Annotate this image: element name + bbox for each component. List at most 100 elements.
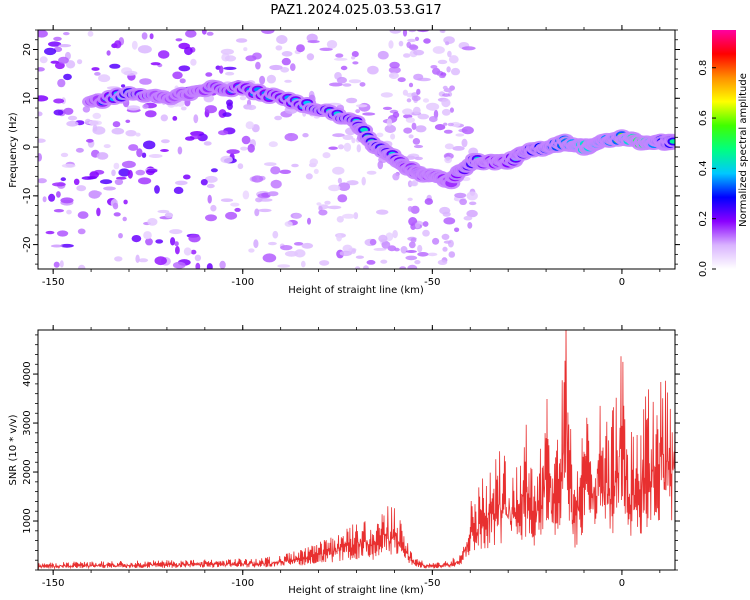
spectrogram-noise-cell [109, 63, 121, 69]
spectrogram-noise-cell [281, 51, 293, 57]
spectrogram-noise-cell [241, 135, 251, 145]
x-tick-label: -150 [42, 578, 65, 589]
spectrogram-noise-cell [234, 207, 241, 212]
spectrogram-noise-cell [38, 153, 42, 162]
spectrogram-noise-cell [423, 38, 431, 44]
snr-series-line [38, 330, 675, 570]
spectrogram-noise-cell [413, 144, 424, 149]
spectrogram-noise-cell [179, 78, 186, 84]
spectrogram-noise-cell [427, 252, 438, 257]
spectrogram-noise-cell [386, 118, 393, 127]
spectrogram-noise-cell [136, 148, 143, 158]
spectrogram-noise-cell [92, 191, 102, 196]
spectrogram-noise-cell [78, 264, 86, 269]
x-tick-label: -50 [424, 277, 440, 288]
spectrogram-noise-cell [118, 233, 123, 239]
spectrogram-noise-cell [204, 175, 218, 183]
spectrogram-noise-cell [392, 111, 400, 118]
spectrogram-noise-cell [353, 212, 359, 220]
spectrogram-noise-cell [291, 163, 299, 168]
spectrogram-noise-cell [424, 198, 433, 205]
spectrogram-noise-cell [274, 115, 282, 121]
spectrogram-noise-cell [446, 66, 451, 73]
spectrogram-noise-cell [175, 38, 183, 42]
spectrogram-noise-cell [53, 209, 64, 213]
spectrogram-noise-cell [180, 106, 187, 111]
spectrogram-noise-cell [137, 45, 152, 54]
spectrogram-noise-cell [442, 211, 451, 217]
spectrogram-noise-cell [103, 186, 116, 191]
spectrogram-noise-cell [203, 141, 212, 146]
y-tick-label: -20 [22, 236, 33, 252]
spectrogram-noise-cell [366, 170, 377, 175]
spectrogram-noise-cell [60, 177, 66, 182]
spectrogram-noise-cell [439, 74, 446, 79]
colorbar-tick-label: 0.6 [698, 110, 709, 126]
spectrogram-noise-cell [114, 40, 122, 49]
spectrogram-noise-cell [416, 88, 421, 95]
spectrogram-noise-cell [466, 209, 478, 218]
spectrogram-noise-cell [392, 230, 398, 239]
spectrogram-noise-cell [405, 250, 417, 253]
spectrogram-noise-cell [96, 152, 109, 160]
spectrogram-noise-cell [413, 73, 424, 81]
spectrogram-noise-cell [342, 83, 352, 87]
spectrogram-noise-cell [58, 44, 72, 48]
spectrogram-noise-cell [190, 249, 197, 255]
spectrogram-noise-cell [39, 56, 48, 64]
spectrogram-noise-cell [76, 185, 87, 192]
spectrogram-noise-cell [292, 213, 302, 219]
spectrogram-noise-cell [96, 207, 101, 217]
spectrogram-noise-cell [305, 173, 313, 180]
spectrogram-noise-cell [417, 113, 430, 120]
spectrogram-noise-cell [443, 36, 455, 44]
spectrogram-noise-cell [318, 209, 328, 216]
spectrogram-noise-cell [319, 260, 330, 266]
spectrogram-noise-cell [60, 152, 69, 158]
spectrogram-noise-cell [380, 92, 393, 98]
spectrogram-noise-cell [55, 62, 65, 70]
spectrogram-noise-cell [336, 216, 344, 223]
spectrogram-noise-cell [296, 44, 305, 53]
spectrogram-noise-cell [139, 78, 152, 85]
spectrogram-noise-cell [160, 114, 168, 122]
spectrogram-noise-cell [94, 72, 101, 76]
spectrogram-noise-cell [359, 82, 366, 87]
spectrogram-noise-cell [414, 260, 421, 265]
x-tick-label: -100 [231, 578, 254, 589]
spectrogram-noise-cell [38, 111, 43, 117]
spectrogram-noise-cell [352, 61, 359, 65]
spectrogram-noise-cell [65, 60, 76, 69]
spectrogram-noise-cell [135, 169, 146, 176]
spectrogram-noise-cell [201, 30, 207, 35]
spectrogram-noise-cell [123, 199, 128, 205]
colorbar-tick-label: 0.0 [698, 261, 709, 277]
spectrogram-noise-cell [142, 104, 149, 109]
spectrogram-noise-cell [226, 149, 240, 155]
spectrogram-noise-cell [380, 259, 388, 264]
spectrogram-noise-cell [60, 197, 74, 204]
spectrogram-noise-cell [343, 142, 352, 152]
spectrogram-noise-cell [408, 44, 419, 51]
spectrogram-noise-cell [336, 76, 347, 84]
spectrogram-noise-cell [342, 213, 355, 219]
spectrogram-noise-cell [205, 214, 217, 222]
spectrogram-noise-cell [444, 156, 452, 164]
spectrogram-noise-cell [206, 31, 214, 36]
spectrogram-noise-cell [378, 234, 388, 243]
spectrogram-noise-cell [207, 194, 212, 204]
spectrogram-noise-cell [248, 248, 255, 253]
spectrogram-noise-cell [324, 200, 331, 205]
spectrogram-noise-cell [318, 206, 323, 211]
spectrogram-noise-cell [143, 231, 152, 240]
spectrogram-noise-cell [355, 255, 364, 259]
spectrogram-noise-cell [322, 152, 331, 159]
snr-y-ticks: 1000 2000 3000 4000 [22, 334, 680, 571]
spectrogram-noise-cell [275, 45, 283, 51]
spectrogram-noise-cell [75, 147, 84, 153]
spectrogram-noise-cell [346, 97, 358, 104]
spectrogram-noise-cell [377, 50, 389, 60]
spectrogram-noise-cell [398, 40, 404, 47]
spectrogram-noise-cell [459, 198, 467, 205]
